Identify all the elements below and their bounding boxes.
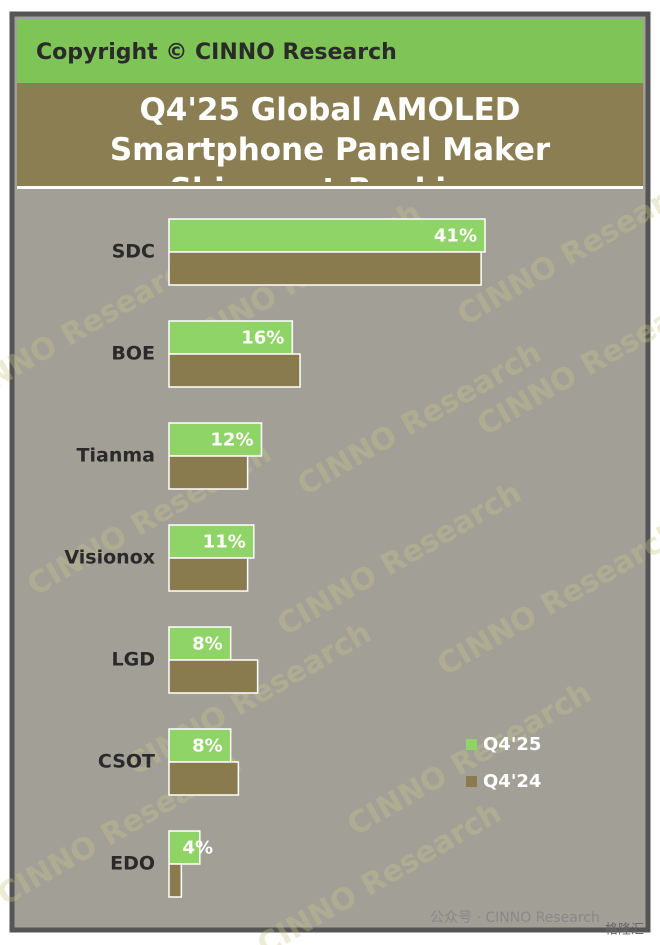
- source-note: 公众号 · CINNO Research: [430, 910, 600, 926]
- legend-swatch: [466, 739, 477, 750]
- header-band: [17, 19, 643, 83]
- value-label: 16%: [241, 328, 284, 349]
- category-label: CSOT: [98, 751, 155, 773]
- category-label: SDC: [112, 241, 155, 263]
- copyright: Copyright © CINNO Research: [36, 40, 397, 65]
- legend-label: Q4'24: [483, 771, 541, 792]
- value-label: 11%: [203, 532, 246, 553]
- chart-title: Q4'25 Global AMOLED Smartphone Panel Mak…: [109, 92, 551, 182]
- value-label: 12%: [210, 430, 253, 451]
- bar: [168, 455, 249, 490]
- legend-swatch: [466, 776, 477, 787]
- category-label: EDO: [110, 853, 155, 875]
- bar: [168, 524, 255, 559]
- category-label: BOE: [111, 343, 155, 365]
- bar: [168, 863, 183, 898]
- title-box: Q4'25 Global AMOLED Smartphone Panel Mak…: [109, 92, 551, 182]
- bar: [168, 830, 201, 865]
- bar: [168, 353, 301, 388]
- bar: [168, 626, 232, 661]
- value-label: 4%: [182, 838, 213, 859]
- value-label: 41%: [434, 226, 477, 247]
- bar: [168, 251, 482, 286]
- bar: [168, 761, 240, 796]
- value-label: 8%: [192, 736, 223, 757]
- bar: [168, 557, 249, 592]
- title-band: [17, 83, 643, 186]
- divider: [17, 186, 643, 189]
- bar: [168, 422, 263, 457]
- category-label: Visionox: [64, 547, 155, 569]
- category-label: Tianma: [77, 445, 155, 467]
- plot: SDC 41% BOE 16% Tianma 12% Visionox 11% LGD 8% CSO…: [64, 218, 541, 898]
- value-label: 8%: [192, 634, 223, 655]
- bar: [168, 659, 259, 694]
- logo: 格隆汇: [605, 922, 644, 938]
- legend-label: Q4'25: [483, 734, 541, 755]
- category-label: LGD: [112, 649, 155, 671]
